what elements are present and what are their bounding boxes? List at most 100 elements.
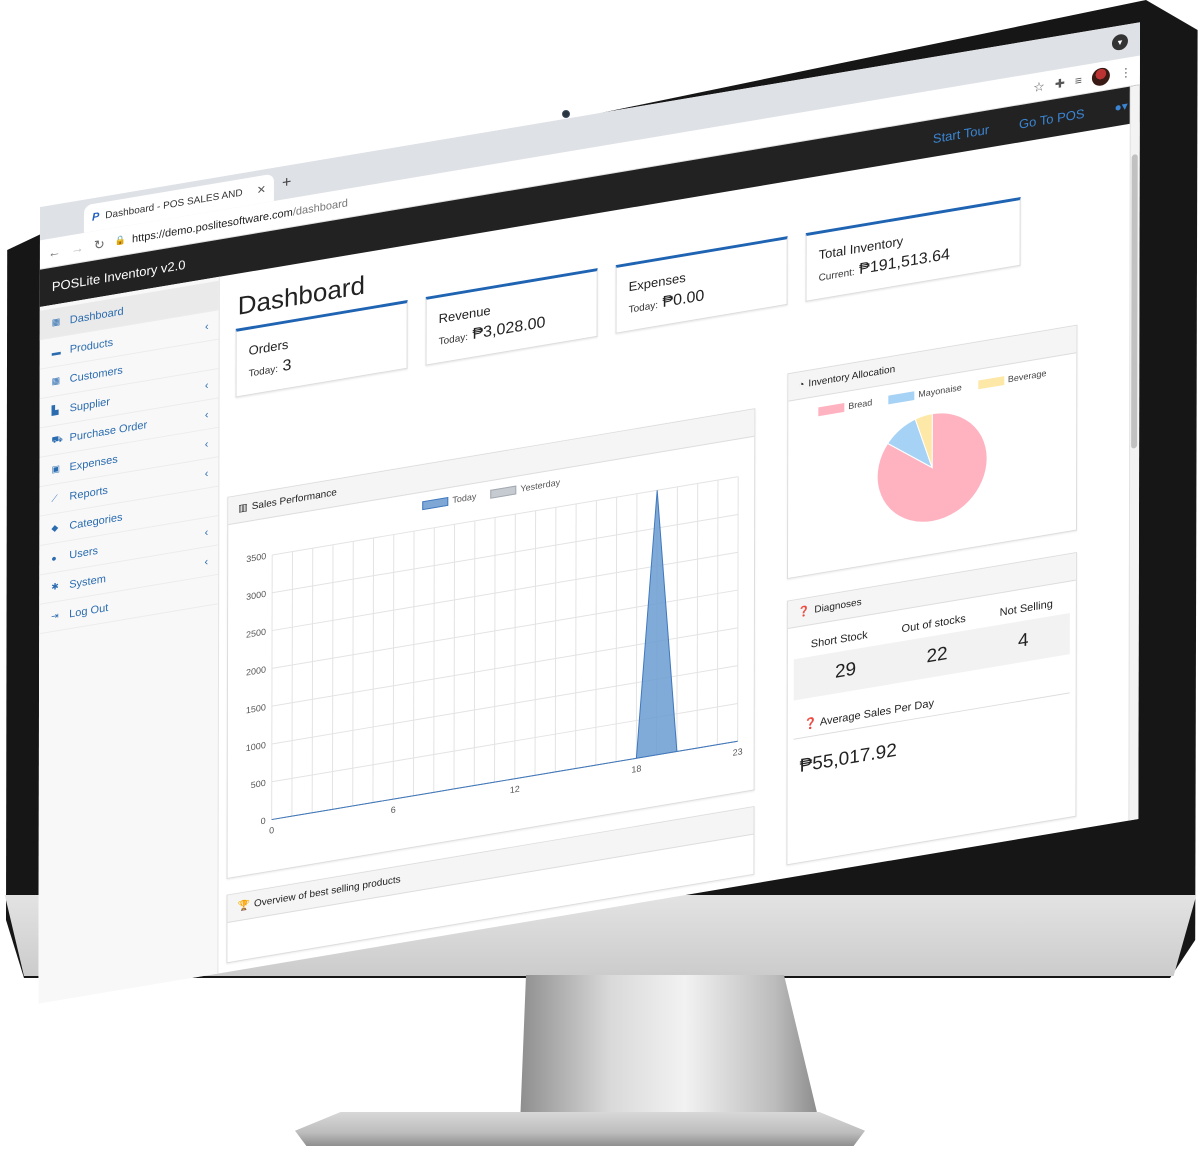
diagnoses-title: Diagnoses [814,597,862,616]
favicon-icon: P [91,210,100,224]
gear-icon: ✱ [51,581,59,593]
lock-icon: 🔒 [114,234,127,247]
grid-line-vertical [453,524,456,790]
extensions-icon[interactable]: ✚ [1054,75,1065,91]
orders-card-title: Orders [248,336,289,359]
y-tick-label: 3500 [246,551,266,564]
profile-avatar[interactable] [1091,65,1110,87]
table-icon: ▦ [51,375,61,387]
y-tick-label: 1500 [246,702,266,715]
grid-line-vertical [635,493,638,759]
series-area-today [271,490,738,821]
line-chart-icon: ⟋ [51,493,58,504]
sales-performance-panel: ▥ Sales Performance Today Yesterday 0 500… [226,408,756,880]
inventory-pie-chart [876,412,988,523]
grid-line-vertical [494,517,496,783]
grid-line-vertical [575,503,577,769]
grid-line-vertical [372,537,375,803]
chevron-left-icon: ‹ [204,526,209,539]
grid-line-vertical [352,541,354,807]
user-menu-icon[interactable]: ●▾ [1114,98,1128,115]
grid-line-vertical [554,507,557,773]
reload-icon[interactable]: ↻ [93,235,105,253]
go-to-pos-link[interactable]: Go To POS [1019,105,1085,132]
webcam [562,110,570,118]
diag-col-not-selling: Not Selling [999,598,1053,619]
inventory-card-sub: Current: [818,267,855,284]
pie-slice-beverage[interactable] [914,413,933,471]
chevron-left-icon: ‹ [204,408,209,421]
bookmark-star-icon[interactable]: ☆ [1033,77,1045,95]
money-icon: ▣ [51,463,60,475]
forward-icon[interactable]: → [70,239,84,257]
scroll-thumb[interactable] [1131,153,1138,449]
orders-card-sub: Today: [248,363,279,380]
page-scrollbar[interactable] [1128,84,1140,821]
browser-menu-icon[interactable]: ⋮ [1119,64,1132,80]
diag-val-not-selling[interactable]: 4 [1017,629,1029,653]
grid-line-vertical [514,514,516,779]
main-content: Dashboard Orders Today: 3 Revenue Today:… [218,122,1139,973]
expenses-card-value: ₱0.00 [662,287,705,312]
folder-icon: ▬ [51,346,61,358]
new-tab-button[interactable]: + [281,173,292,192]
cart-icon: ⛟ [51,432,63,445]
media-queue-icon[interactable]: ≡ [1074,72,1082,88]
back-icon[interactable]: ← [47,243,61,261]
grid-line-vertical [291,551,293,817]
sales-panel-title: Sales Performance [251,487,337,513]
grid-line-vertical [433,527,435,793]
grid-line-vertical [716,480,719,745]
x-tick-label: 6 [391,805,396,816]
inventory-allocation-panel: ◔ Inventory Allocation Bread Mayonaise Bev… [786,324,1078,580]
chevron-left-icon: ‹ [204,555,209,568]
monitor-stand-base [295,1112,865,1146]
y-tick-label: 2000 [246,665,266,678]
table-icon: ▦ [51,316,61,328]
diag-val-short-stock[interactable]: 29 [834,658,857,683]
pie-chart-icon: ◔ [798,379,805,392]
expenses-card-sub: Today: [628,300,659,316]
bar-chart-icon: ▥ [238,502,248,515]
grid-line-vertical [615,497,618,762]
revenue-card-sub: Today: [438,331,469,348]
tags-icon: ◆ [51,522,59,534]
grid-line-horizontal [272,514,739,594]
chart-icon: ▙ [51,404,59,416]
y-tick-label: 0 [261,816,266,827]
y-tick-label: 1000 [246,740,266,753]
chevron-left-icon: ‹ [205,320,209,333]
grid-line-vertical [392,534,395,800]
best-selling-title: Overview of best selling products [253,874,401,910]
tab-search-icon[interactable]: ▾ [1111,33,1128,52]
question-circle-icon: ❓ [797,605,811,619]
grid-line-vertical [534,510,537,776]
x-tick-label: 18 [631,763,641,775]
monitor-stand-neck [520,975,820,1125]
x-tick-label: 12 [510,784,520,796]
sales-line-chart: 0 500 1000 1500 2000 2500 3000 3500 0 6 12 18 23 [246,476,743,836]
grid-line-horizontal [272,551,739,632]
start-tour-link[interactable]: Start Tour [932,121,990,146]
users-icon: ● [51,552,57,564]
y-tick-label: 2500 [246,627,266,640]
grid-line-horizontal [272,476,739,556]
chevron-left-icon: ‹ [204,379,209,392]
grid-line-vertical [271,554,273,820]
y-tick-label: 500 [251,778,266,790]
grid-line-vertical [737,476,739,742]
trophy-icon: 🏆 [237,899,250,913]
grid-line-vertical [412,531,415,796]
url-path: /dashboard [292,196,348,218]
chevron-left-icon: ‹ [204,437,209,451]
sidebar: ▦ Dashboard ▬ Products ‹ ▦ Customers ▙ Supplier ‹… [38,276,220,1004]
diag-val-out-of-stocks[interactable]: 22 [926,643,948,668]
x-tick-label: 23 [733,746,743,758]
grid-line-vertical [676,486,678,752]
app-body: ▦ Dashboard ▬ Products ‹ ▦ Customers ▙ Supplier ‹… [38,122,1139,1004]
grid-line-vertical [331,544,334,810]
question-circle-icon: ❓ [803,717,818,732]
inventory-panel-title: Inventory Allocation [808,364,896,390]
close-tab-icon[interactable]: ✕ [256,183,266,197]
screen: P Dashboard - POS SALES AND ✕ + ▾ ← → ↻ … [38,22,1140,1004]
